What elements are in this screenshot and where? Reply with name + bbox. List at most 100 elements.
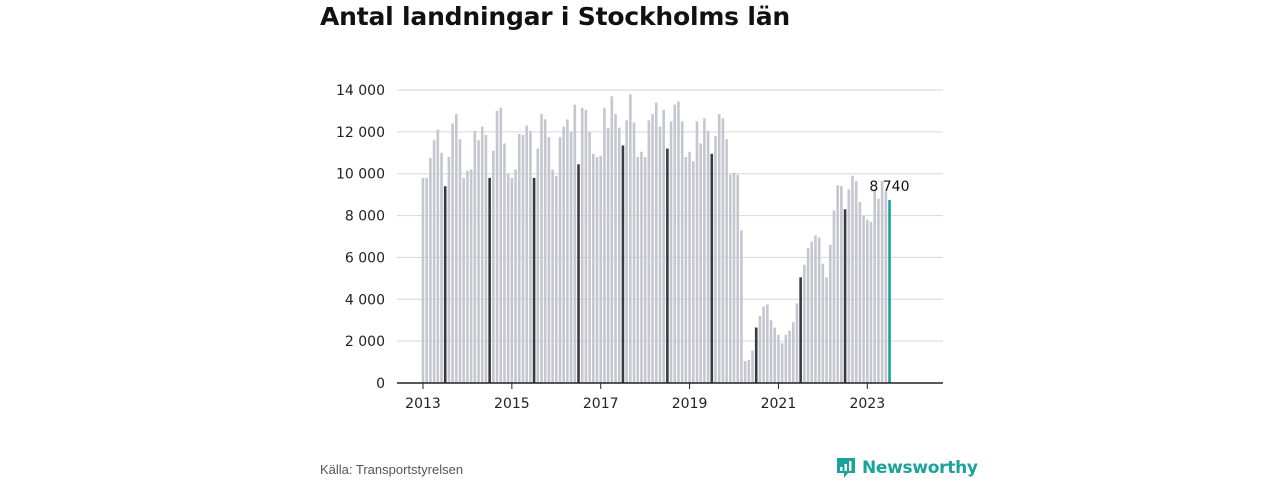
bar	[777, 334, 780, 383]
source-note: Källa: Transportstyrelsen	[320, 462, 464, 477]
bar	[480, 126, 484, 383]
bar	[543, 119, 547, 384]
bar	[773, 327, 777, 383]
chart-title: Antal landningar i Stockholms län	[320, 2, 790, 31]
bar	[599, 155, 603, 383]
bar	[617, 127, 621, 384]
y-tick-label: 10 000	[336, 167, 385, 183]
bar	[858, 201, 862, 383]
y-tick-label: 4 000	[345, 292, 385, 308]
annotations: 8 740	[869, 179, 909, 195]
bar	[803, 264, 806, 383]
bar	[455, 114, 458, 383]
bar	[673, 104, 677, 384]
bar	[554, 175, 558, 383]
bar	[766, 304, 769, 383]
bar	[725, 139, 728, 383]
bar	[647, 120, 651, 383]
bar	[451, 123, 454, 383]
bar	[488, 177, 491, 383]
bar	[854, 181, 858, 383]
bar	[828, 244, 832, 383]
bar	[840, 186, 843, 383]
bar	[677, 101, 680, 383]
y-tick-label: 6 000	[345, 250, 385, 266]
bar	[817, 237, 821, 383]
bar	[462, 177, 466, 383]
bar	[614, 114, 617, 383]
bar	[573, 104, 577, 384]
bar	[732, 172, 736, 383]
bar	[651, 114, 654, 383]
bar	[795, 303, 799, 383]
bar	[640, 151, 643, 383]
bar	[806, 248, 810, 383]
bar	[532, 177, 536, 383]
bar	[747, 359, 751, 383]
bar	[588, 131, 591, 383]
x-tick-label: 2017	[583, 396, 619, 412]
bar	[754, 327, 758, 383]
bar	[492, 150, 495, 383]
bar	[484, 134, 488, 383]
bar	[706, 130, 710, 383]
bar	[658, 126, 662, 383]
bar	[847, 189, 851, 383]
y-tick-label: 12 000	[336, 125, 385, 141]
bar	[473, 130, 477, 383]
bar	[736, 174, 740, 383]
bar	[529, 130, 532, 383]
bar	[873, 189, 877, 383]
bars	[421, 94, 891, 384]
bar	[836, 185, 839, 383]
bar	[432, 140, 436, 383]
bar	[421, 177, 425, 383]
brand-name: Newsworthy	[862, 458, 978, 478]
bar	[788, 330, 791, 383]
bar	[566, 119, 569, 384]
bar	[669, 121, 673, 384]
bar	[666, 148, 669, 383]
bar	[547, 137, 551, 383]
bar	[606, 127, 610, 384]
bar	[514, 169, 517, 383]
bar	[447, 156, 451, 383]
bar	[499, 107, 503, 384]
bar	[466, 170, 469, 383]
bar	[769, 320, 773, 383]
bar	[569, 131, 573, 383]
x-axis: 2013 2015 2017 2019 2021 2023	[397, 382, 943, 412]
newsworthy-logo-icon	[837, 458, 855, 478]
bar	[714, 136, 717, 383]
y-axis-tick-labels: 0 2 000 4 000 6 000 8 000 10 000 12 000 14 000	[336, 83, 385, 392]
brand-logo[interactable]: Newsworthy	[836, 455, 978, 481]
bar	[654, 102, 658, 384]
latest-value-label: 8 740	[869, 179, 909, 195]
bar	[436, 129, 440, 383]
y-tick-label: 8 000	[345, 209, 385, 225]
bar	[510, 177, 514, 383]
bar	[721, 118, 725, 383]
bar	[791, 322, 795, 383]
bar	[506, 173, 510, 383]
bar	[866, 219, 869, 383]
bar	[695, 121, 699, 384]
bar	[495, 110, 499, 383]
bar	[551, 169, 554, 383]
bar	[688, 151, 691, 383]
x-tick-label: 2019	[672, 396, 708, 412]
bar	[521, 134, 525, 383]
bar	[743, 361, 747, 383]
bar	[862, 215, 865, 383]
x-tick-label: 2015	[494, 396, 530, 412]
x-tick-label: 2021	[761, 396, 797, 412]
bar	[625, 120, 628, 383]
bar	[636, 156, 640, 383]
bar	[740, 230, 743, 383]
bar	[629, 94, 632, 383]
bar	[784, 334, 788, 383]
bar	[810, 241, 814, 383]
bar	[503, 143, 506, 383]
bar	[888, 200, 891, 383]
